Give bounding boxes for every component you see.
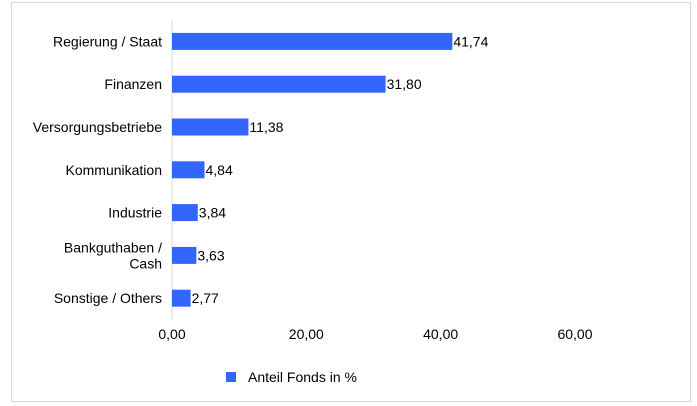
- data-label: 31,80: [387, 76, 422, 92]
- category-label-line: Cash: [129, 255, 162, 271]
- data-label: 3,63: [197, 247, 224, 263]
- bar: [172, 204, 198, 222]
- legend: Anteil Fonds in %: [226, 369, 357, 385]
- category-label-line: Kommunikation: [66, 162, 163, 178]
- bar: [172, 289, 191, 307]
- legend-swatch: [226, 372, 236, 382]
- category-label: Regierung / Staat: [53, 33, 162, 49]
- category-label: Versorgungsbetriebe: [33, 119, 162, 135]
- category-label-line: Versorgungsbetriebe: [33, 119, 162, 135]
- category-label: Kommunikation: [66, 162, 163, 178]
- bar-layer: 41,74 31,80 11,38 4,84 3,84 3,63 2,77: [172, 32, 489, 307]
- category-label-line: Industrie: [108, 205, 162, 221]
- data-label: 2,77: [192, 290, 219, 306]
- category-label: Bankguthaben / Cash: [64, 239, 162, 271]
- bar: [172, 246, 197, 264]
- category-label: Finanzen: [104, 76, 162, 92]
- bar: [172, 32, 453, 50]
- category-label-line: Finanzen: [104, 76, 162, 92]
- axis-layer: 0,00 20,00 40,00 60,00 Regierung / Staat Fina…: [33, 20, 593, 342]
- bar: [172, 118, 249, 136]
- x-tick-label: 20,00: [289, 326, 324, 342]
- data-label: 4,84: [206, 162, 233, 178]
- chart-frame: [11, 2, 691, 402]
- data-label: 41,74: [453, 33, 488, 49]
- data-label: 3,84: [199, 205, 226, 221]
- bar: [172, 161, 205, 179]
- x-tick-label: 40,00: [423, 326, 458, 342]
- legend-label: Anteil Fonds in %: [248, 369, 357, 385]
- category-label-line: Regierung / Staat: [53, 33, 162, 49]
- category-label-line: Sonstige / Others: [54, 290, 162, 306]
- category-label: Sonstige / Others: [54, 290, 162, 306]
- category-label-line: Bankguthaben /: [64, 239, 162, 255]
- bar: [172, 75, 386, 93]
- x-tick-label: 60,00: [557, 326, 592, 342]
- x-tick-label: 0,00: [158, 326, 185, 342]
- data-label: 11,38: [249, 119, 283, 135]
- category-label: Industrie: [108, 205, 162, 221]
